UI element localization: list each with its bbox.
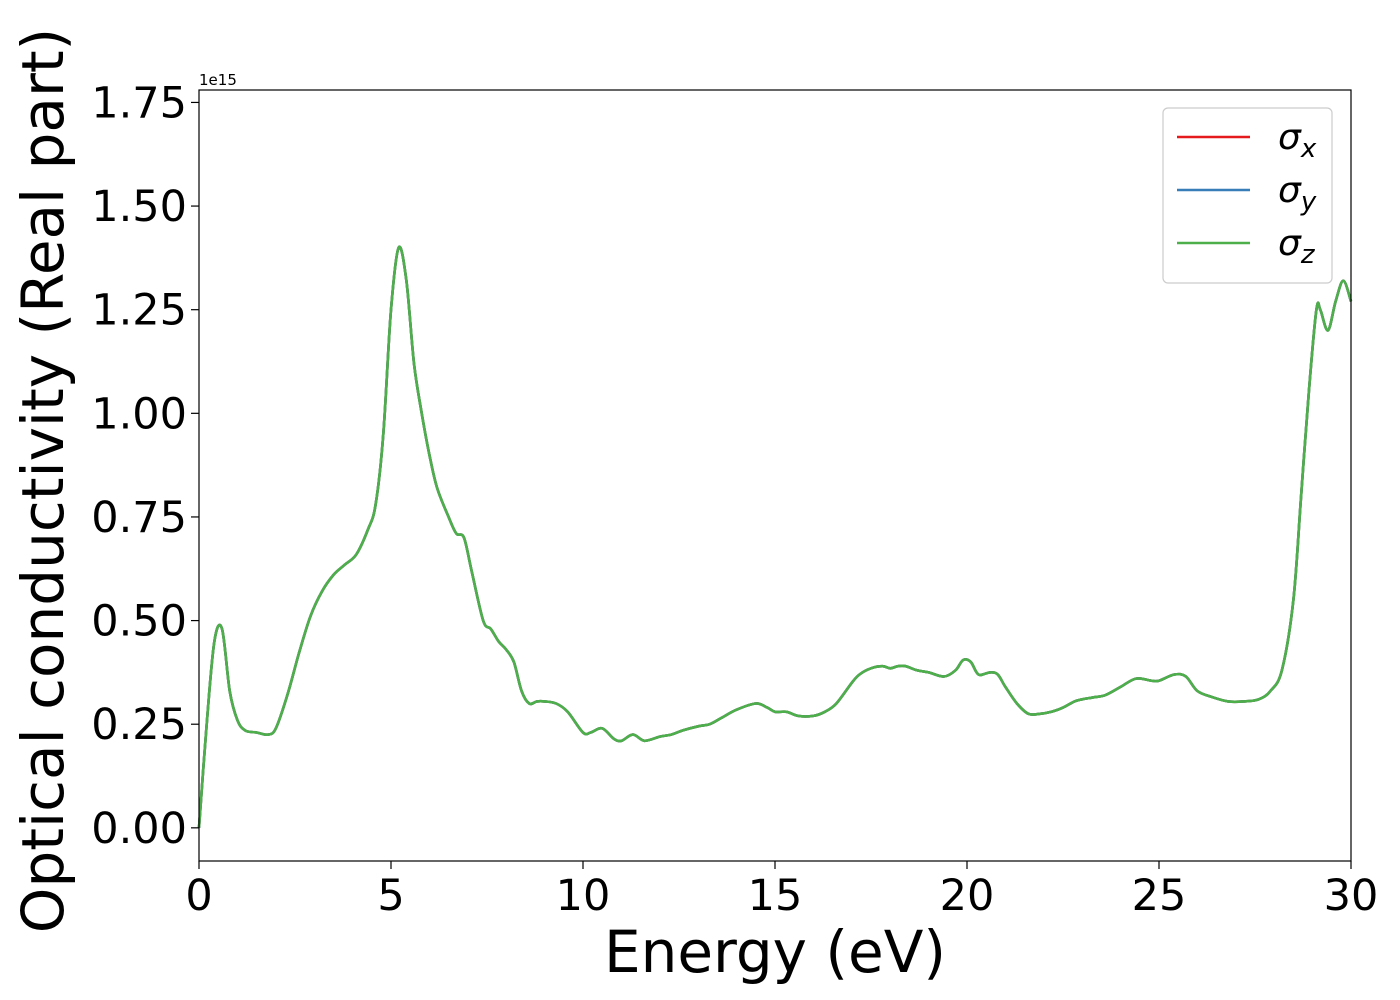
y-tick-label: 0.25 xyxy=(91,700,187,750)
x-tick-label: 0 xyxy=(185,871,212,921)
series-line-z xyxy=(197,245,1353,828)
x-tick-label: 25 xyxy=(1132,871,1187,921)
x-tick-label: 10 xyxy=(556,871,611,921)
series-layer xyxy=(197,245,1353,828)
legend-label-y: σy xyxy=(1278,170,1317,217)
y-tick-label: 0.00 xyxy=(91,804,187,854)
y-tick-label: 1.25 xyxy=(91,286,187,336)
x-axis-ticks: 0 5 10 15 20 25 30 xyxy=(185,861,1378,921)
y-tick-label: 1.00 xyxy=(91,389,187,439)
y-tick-label: 0.75 xyxy=(91,493,187,543)
y-offset-label: 1e15 xyxy=(199,71,237,89)
y-axis-ticks: 0.00 0.25 0.50 0.75 1.00 1.25 1.50 1.75 xyxy=(91,78,199,854)
x-tick-label: 20 xyxy=(940,871,995,921)
x-tick-label: 15 xyxy=(748,871,803,921)
legend-label-x: σx xyxy=(1278,117,1317,164)
y-tick-label: 1.50 xyxy=(91,182,187,232)
y-axis-label: Optical conductivity (Real part) xyxy=(9,28,77,933)
x-tick-label: 5 xyxy=(377,871,404,921)
y-tick-label: 0.50 xyxy=(91,597,187,647)
x-axis-label: Energy (eV) xyxy=(604,918,946,986)
legend-label-z: σz xyxy=(1278,223,1316,270)
series-line-y xyxy=(197,245,1353,828)
series-line-x xyxy=(197,245,1353,828)
x-tick-label: 30 xyxy=(1324,871,1379,921)
y-tick-label: 1.75 xyxy=(91,78,187,128)
legend-box xyxy=(1162,107,1333,284)
legend: σx σy σz xyxy=(1162,107,1333,284)
